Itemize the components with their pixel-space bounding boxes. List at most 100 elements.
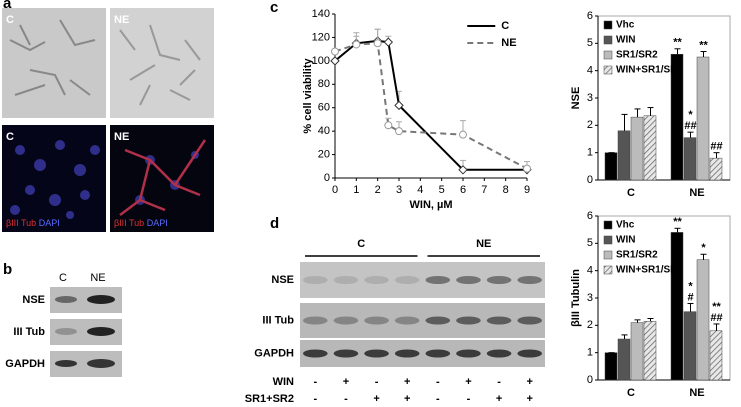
y-tick-label: 1 [587, 147, 593, 159]
treatment-sign: - [313, 376, 317, 388]
legend-swatch [603, 50, 613, 60]
marker [523, 164, 531, 173]
y-tick-label: 80 [318, 78, 330, 90]
marker [459, 130, 467, 139]
y-tick-label: 100 [312, 55, 330, 67]
stain-legend: βIII Tub DAPI [6, 218, 60, 228]
x-tick-label: NE [689, 187, 704, 199]
image-label: C [6, 131, 14, 143]
legend-label: Vhc [616, 220, 635, 231]
row-label: GAPDH [254, 347, 294, 359]
legend-swatch [603, 220, 613, 230]
x-tick-label: 6 [460, 184, 466, 196]
blot-band [425, 276, 451, 284]
blot-band [456, 349, 481, 358]
stain-legend: βIII Tub DAPI [114, 218, 168, 228]
legend-label: WIN [616, 35, 635, 46]
blot-band [456, 316, 481, 325]
legend-label: C [501, 20, 509, 32]
treatment-label: SR1+SR2 [245, 393, 294, 405]
y-tick-label: 120 [312, 31, 330, 43]
blot-band [425, 349, 451, 358]
series-line [334, 42, 528, 170]
treatment-sign: - [467, 393, 471, 405]
treatment-label: WIN [273, 376, 294, 388]
treatment-sign: + [526, 393, 532, 405]
row-label: III Tub [262, 314, 294, 326]
blot-band [364, 349, 389, 358]
bar [670, 232, 684, 381]
blot-d: C NE NSE III Tub GAPDH WIN - + - + - + - + SR1+SR2 - - + +… [245, 238, 545, 405]
marker [330, 56, 340, 66]
legend-label: WIN+SR1/SR2 [616, 65, 683, 76]
panel-label: b [3, 261, 12, 278]
panel-label: c [270, 0, 278, 16]
blot-band [425, 316, 451, 325]
marker [458, 165, 468, 175]
bar [643, 115, 657, 181]
significance: ** [673, 216, 682, 228]
x-tick-label: 1 [353, 184, 359, 196]
y-tick-label: 6 [587, 210, 593, 222]
blot-band [456, 276, 481, 284]
legend-label: Vhc [616, 20, 635, 31]
treatment-sign: - [313, 393, 317, 405]
x-tick-label: 5 [439, 184, 445, 196]
row-label: NSE [271, 274, 294, 286]
bar [630, 322, 644, 381]
y-tick-label: 20 [318, 148, 330, 160]
y-tick-label: 40 [318, 125, 330, 137]
significance: ## [710, 141, 722, 153]
blot-band [364, 276, 389, 284]
legend-label: SR1/SR2 [616, 50, 658, 61]
significance: * [701, 242, 706, 254]
marker [394, 100, 404, 111]
y-tick-label: 6 [587, 10, 593, 22]
bar [696, 56, 710, 181]
x-tick-label: 0 [332, 184, 338, 196]
y-tick-label: 5 [587, 237, 593, 249]
bar [604, 152, 618, 181]
x-tick-label: 3 [396, 184, 402, 196]
row-label: III Tub [13, 326, 45, 338]
blot-band [394, 276, 420, 284]
bar [604, 352, 618, 381]
blot-band [87, 295, 115, 304]
legend-swatch [603, 35, 613, 45]
y-tick-label: 5 [587, 37, 593, 49]
x-tick-label: C [627, 187, 635, 199]
micrographs [2, 8, 214, 232]
significance: * [688, 280, 693, 292]
y-tick-label: 4 [587, 65, 593, 77]
x-axis-label: WIN, µM [410, 199, 453, 211]
image-label: NE [114, 131, 129, 143]
treatment-sign: - [436, 393, 440, 405]
y-tick-label: 0 [587, 174, 593, 186]
marker [383, 37, 394, 47]
x-tick-label: 2 [375, 184, 381, 196]
blot-band [333, 349, 359, 358]
y-tick-label: 0 [587, 374, 593, 386]
blot-strip [300, 262, 545, 298]
x-tick-label: C [627, 387, 635, 399]
blot-band [517, 349, 542, 358]
y-axis-label: NSE [570, 87, 582, 110]
blot-band [303, 349, 328, 358]
blot-band [55, 296, 77, 303]
marker [352, 40, 361, 49]
group-label: C [357, 238, 365, 250]
legend-swatch [603, 20, 613, 30]
bar [683, 137, 697, 181]
legend-swatch [603, 235, 613, 245]
blot-band [333, 316, 359, 325]
x-tick-label: 9 [524, 184, 530, 196]
blot-band [364, 316, 389, 325]
treatment-sign: - [436, 376, 440, 388]
blot-band [87, 327, 115, 336]
blot-band [55, 360, 77, 367]
y-tick-label: 3 [587, 92, 593, 104]
legend-swatch [603, 265, 613, 275]
blot-band [486, 349, 512, 358]
legend-label: WIN [616, 235, 635, 246]
